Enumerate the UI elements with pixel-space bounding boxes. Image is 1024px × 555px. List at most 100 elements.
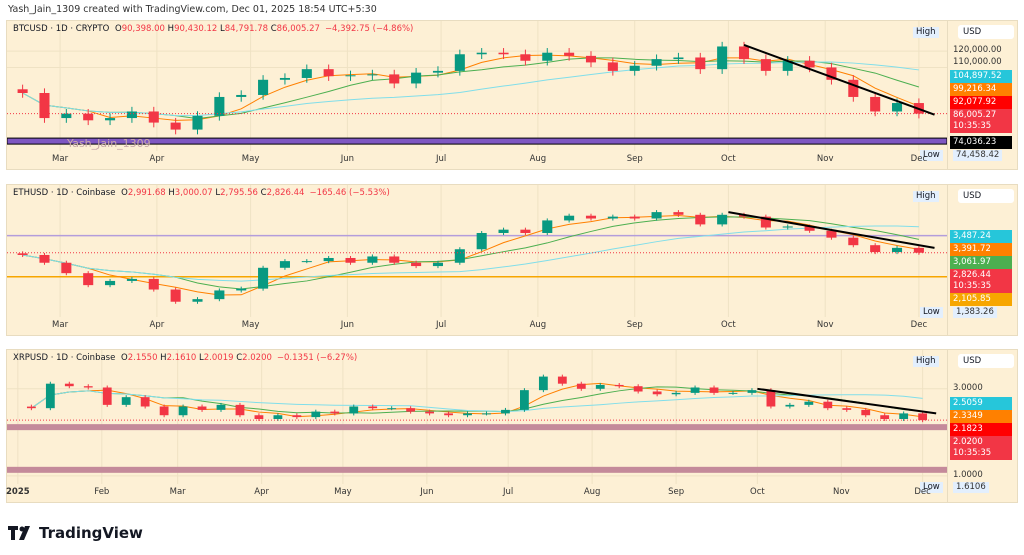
badge-price: 2.5059	[953, 398, 983, 409]
low-price-value: 74,458.42	[953, 149, 1003, 161]
candle	[17, 89, 28, 93]
candle	[83, 386, 93, 388]
candle	[83, 113, 94, 121]
candle	[520, 390, 529, 410]
candle	[918, 413, 928, 421]
time-tick-label: Sep	[668, 487, 685, 497]
close-prefix: C	[233, 353, 243, 363]
price-plot[interactable]	[7, 350, 947, 484]
price-badge: 2,105.85	[950, 292, 1012, 306]
support-band[interactable]	[7, 466, 947, 473]
candle	[651, 212, 662, 219]
time-tick-label: Jul	[435, 154, 447, 164]
trendline[interactable]	[757, 387, 937, 415]
candle	[102, 387, 112, 405]
time-tick-label: Apr	[254, 487, 269, 497]
candle	[826, 230, 837, 238]
candle	[520, 54, 531, 61]
badge-price: 92,077.92	[953, 97, 997, 108]
candle	[389, 256, 400, 263]
badge-price: 3,487.24	[953, 230, 991, 241]
candle	[197, 406, 207, 410]
candle	[891, 103, 903, 112]
time-tick-label: Oct	[721, 154, 736, 164]
candle	[170, 289, 181, 302]
time-tick-label: Mar	[52, 320, 69, 330]
time-tick-label: Oct	[750, 487, 765, 497]
candle	[389, 74, 400, 84]
candle	[564, 215, 575, 221]
currency-button[interactable]: USD	[958, 189, 1014, 203]
chart-panel-0[interactable]: BTCUSD · 1D · CRYPTO O90,398.00 H90,430.…	[6, 20, 1018, 170]
time-tick-label: May	[241, 154, 260, 164]
trendline[interactable]	[728, 211, 935, 249]
price-scale[interactable]: USD 3,487.24 3,391.72 3,061.97 2,826.44 10:35…	[947, 185, 1019, 335]
candle	[760, 216, 771, 228]
tradingview-footer[interactable]: TradingView	[8, 524, 143, 542]
candle	[842, 408, 852, 410]
candle	[301, 69, 312, 78]
price-badge: 2.5059	[950, 397, 1012, 411]
close-prefix: C	[268, 24, 277, 34]
price-badge: 74,036.23	[950, 135, 1012, 149]
candle	[170, 122, 181, 130]
candle	[17, 253, 28, 255]
time-axis[interactable]: Mar Apr May Jun Jul Aug Sep Oct Nov Dec	[7, 151, 947, 169]
candle	[891, 247, 903, 253]
trendline[interactable]	[743, 44, 935, 116]
support-band[interactable]	[7, 424, 947, 431]
time-tick-label: Feb	[94, 487, 110, 497]
time-axis[interactable]: 2025 Feb Mar Apr May Jun Jul Aug Sep Oct Nov Dec	[6, 484, 947, 502]
candle	[785, 404, 795, 407]
candle	[349, 406, 359, 414]
candle	[159, 406, 169, 416]
badge-price: 2.3349	[953, 411, 983, 422]
support-band[interactable]	[7, 137, 947, 145]
low-prefix: L	[212, 188, 221, 198]
candle	[432, 70, 443, 73]
candle-countdown: 10:35:35	[953, 280, 992, 291]
candle	[323, 257, 334, 262]
price-plot[interactable]	[7, 185, 947, 317]
badge-price: 2,105.85	[953, 293, 991, 304]
candle	[330, 411, 340, 414]
candle	[432, 262, 443, 267]
candle	[564, 52, 575, 56]
badge-price: 3,061.97	[953, 256, 991, 267]
candle	[576, 383, 586, 389]
candle	[826, 67, 837, 80]
low-price-value: 1,383.26	[953, 306, 997, 318]
open-value: 2.1550	[127, 353, 158, 363]
candle	[301, 261, 312, 263]
candle	[406, 408, 416, 412]
candle	[216, 404, 226, 410]
low-label: Low	[920, 149, 943, 161]
price-scale[interactable]: USD 2.5059 2.3349 2.1823 2.0200 10:35:35 3.000…	[947, 350, 1019, 502]
price-plot[interactable]: Yash_Jain_1309	[7, 21, 947, 151]
candle	[476, 52, 487, 55]
candle	[498, 229, 509, 233]
brand-name: TradingView	[39, 524, 143, 542]
price-badge: 3,487.24	[950, 229, 1012, 243]
candle	[651, 59, 662, 66]
high-label: High	[913, 356, 939, 367]
currency-button[interactable]: USD	[958, 354, 1014, 368]
price-badge: 2.1823	[950, 423, 1012, 437]
candle	[140, 397, 150, 407]
chart-panel-2[interactable]: XRPUSD · 1D · Coinbase O2.1550 H2.1610 L…	[6, 349, 1018, 503]
candle	[367, 74, 378, 76]
chart-panel-1[interactable]: ETHUSD · 1D · Coinbase O2,991.68 H3,000.…	[6, 184, 1018, 336]
currency-button[interactable]: USD	[958, 25, 1014, 39]
price-badge: 2,826.44 10:35:35	[950, 268, 1012, 293]
time-axis[interactable]: Mar Apr May Jun Jul Aug Sep Oct Nov Dec	[7, 317, 947, 335]
time-tick-label: Dec	[910, 320, 928, 330]
price-scale[interactable]: USD 104,897.52 99,216.34 92,077.92 86,005.27…	[947, 21, 1019, 169]
symbol-value: ETHUSD · 1D · Coinbase	[13, 188, 116, 198]
ohlc-legend: BTCUSD · 1D · CRYPTO O90,398.00 H90,430.…	[13, 24, 413, 34]
candle	[454, 249, 465, 263]
price-badge: 2.3349	[950, 410, 1012, 424]
candle	[671, 392, 681, 395]
candle	[126, 111, 137, 119]
candle	[254, 415, 264, 420]
time-tick-label: Aug	[583, 487, 601, 497]
